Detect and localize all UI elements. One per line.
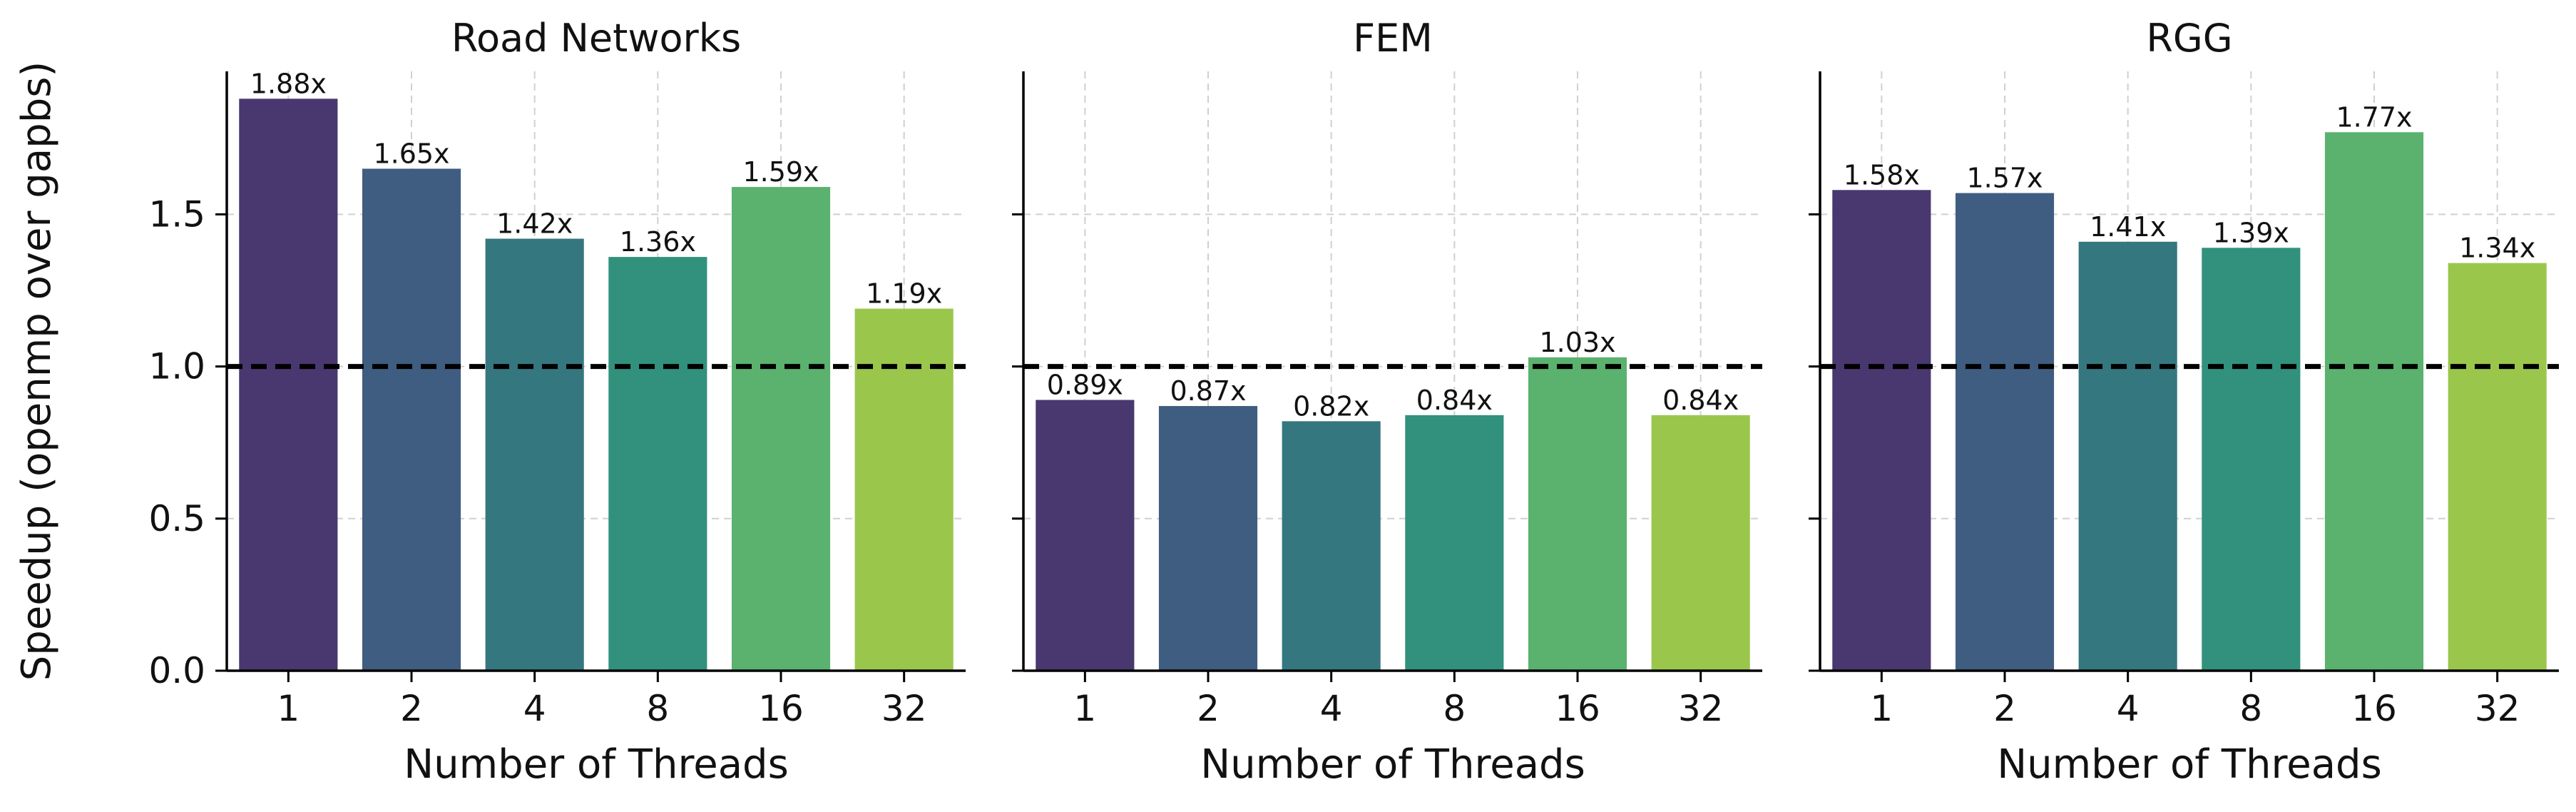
bar: [1651, 415, 1750, 671]
bar-value-label: 1.19x: [866, 278, 942, 310]
bar-value-label: 1.59x: [742, 156, 819, 188]
bar-value-label: 0.87x: [1170, 375, 1246, 407]
bar-value-label: 0.82x: [1293, 390, 1369, 422]
bar: [485, 238, 584, 671]
x-tick-label: 4: [2117, 688, 2140, 729]
bar-value-label: 1.39x: [2213, 217, 2289, 248]
y-tick-label: 1.0: [148, 346, 205, 387]
bar: [2202, 248, 2301, 671]
bar-value-label: 1.88x: [250, 68, 327, 99]
bar-value-label: 1.57x: [1966, 163, 2043, 194]
x-tick-label: 8: [1443, 688, 1466, 729]
y-tick-label: 0.5: [148, 498, 205, 539]
bar-value-label: 0.89x: [1047, 370, 1123, 401]
bar: [1405, 415, 1504, 671]
bar: [239, 98, 338, 671]
bar-value-label: 1.34x: [2459, 233, 2535, 264]
bar-value-label: 0.84x: [1416, 385, 1493, 416]
bar-value-label: 1.36x: [620, 226, 696, 258]
x-tick-label: 32: [1678, 688, 1724, 729]
panel-3: 1.58x 1.57x 1.41x 1.39x 1.77x 1.34x 1 2 4 8 16 32 Nu…: [1809, 16, 2559, 788]
bar: [2078, 241, 2177, 671]
bar: [731, 187, 831, 671]
bar: [1955, 193, 2055, 671]
bar: [854, 308, 954, 671]
bar: [362, 168, 461, 671]
bar-value-label: 1.58x: [1844, 159, 1920, 191]
bar-value-label: 1.03x: [1539, 327, 1615, 358]
x-tick-label: 2: [1993, 688, 2016, 729]
x-tick-label: 1: [1073, 688, 1096, 729]
y-tick-label: 0.0: [148, 650, 205, 691]
x-tick-label: 16: [1555, 688, 1600, 729]
x-axis-label: Number of Threads: [1200, 741, 1585, 788]
x-tick-label: 16: [758, 688, 804, 729]
x-tick-label: 32: [881, 688, 927, 729]
bar-value-label: 1.42x: [496, 208, 573, 240]
panel-2: 0.89x 0.87x 0.82x 0.84x 1.03x 0.84x 1 2 4 8 16 32 Nu…: [1012, 16, 1762, 788]
x-tick-label: 1: [277, 688, 300, 729]
x-tick-label: 16: [2351, 688, 2397, 729]
bar: [1832, 190, 1931, 671]
y-tick-label: 1.5: [148, 193, 205, 235]
panel-title: RGG: [2146, 16, 2232, 61]
bar: [1282, 421, 1381, 671]
x-tick-label: 32: [2475, 688, 2520, 729]
x-tick-label: 8: [646, 688, 669, 729]
x-axis-label: Number of Threads: [404, 741, 789, 788]
panel-title: Road Networks: [451, 16, 741, 61]
panel-1: 1.88x 1.65x 1.42x 1.36x 1.59x 1.19x 0.0 0.5 1.0 1…: [148, 16, 966, 788]
x-tick-label: 8: [2239, 688, 2262, 729]
x-tick-label: 4: [523, 688, 546, 729]
x-axis-label: Number of Threads: [1997, 741, 2382, 788]
bar: [2448, 263, 2547, 671]
panel-title: FEM: [1353, 16, 1433, 61]
bar: [608, 257, 707, 671]
bar-value-label: 1.77x: [2336, 101, 2412, 133]
x-tick-label: 1: [1870, 688, 1893, 729]
x-tick-label: 2: [1197, 688, 1220, 729]
x-tick-label: 2: [400, 688, 423, 729]
bar: [1158, 406, 1258, 671]
y-axis-label: Speedup (openmp over gapbs): [14, 61, 60, 681]
bar: [1528, 357, 1627, 671]
x-tick-label: 4: [1320, 688, 1343, 729]
bar-value-label: 1.41x: [2090, 211, 2166, 243]
bar-value-label: 0.84x: [1662, 385, 1739, 416]
bar: [2324, 132, 2424, 671]
bar: [1036, 400, 1135, 671]
bar-value-label: 1.65x: [373, 138, 449, 169]
